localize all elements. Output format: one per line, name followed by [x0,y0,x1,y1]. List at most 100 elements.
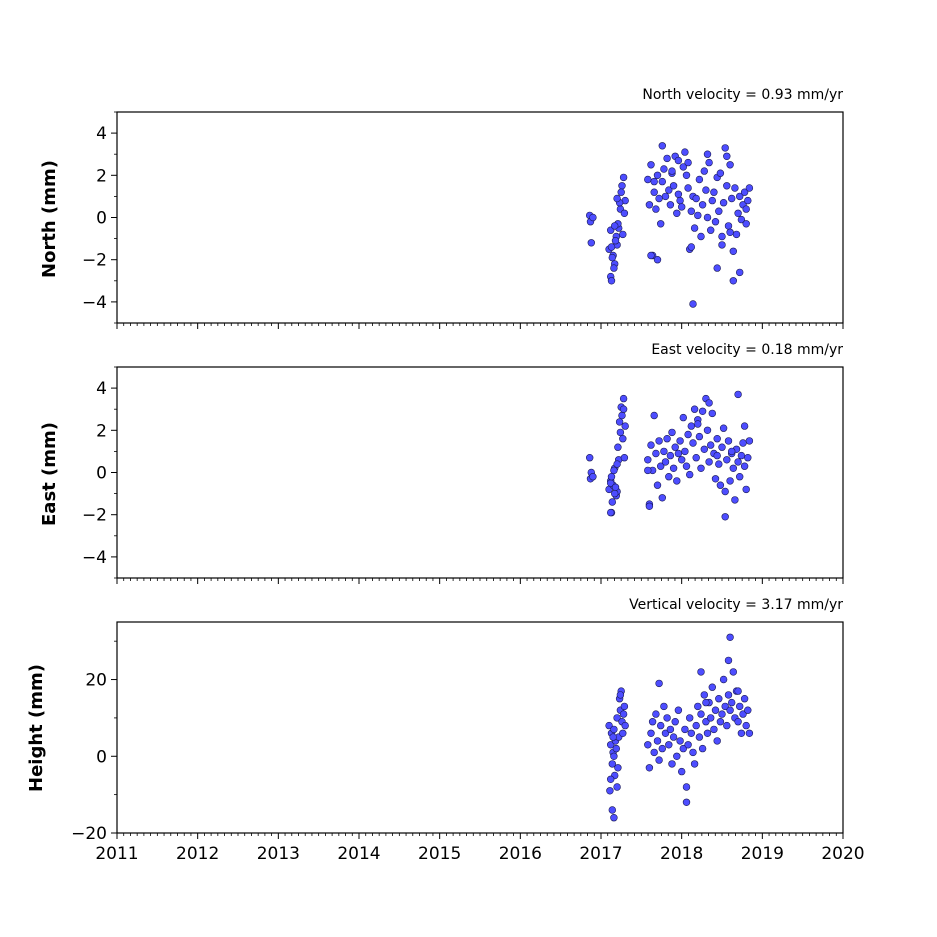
north-data-point [656,220,665,228]
north-data-point [735,268,744,277]
height-data-point [681,725,689,734]
east-data-point [706,441,715,449]
north-data-point [705,158,713,167]
north-data-point [668,167,676,175]
east-y-ticks: −4 −2 0 2 4 [82,366,117,579]
north-data-point [723,182,731,190]
east-data-point [673,477,681,485]
east-data-point [698,407,707,415]
height-data-point [668,760,676,768]
height-x-tick-label: 2016 [499,844,542,864]
east-data-point [734,458,742,466]
north-y-tick-label: 4 [96,124,107,144]
east-data-point [660,447,668,456]
east-data-point [697,464,705,472]
east-data-point [711,475,720,483]
height-data-point [653,737,662,745]
height-x-tick-label: 2020 [821,844,864,864]
height-data-point [715,694,723,703]
east-data-point [690,405,699,413]
height-data-point [606,787,614,795]
east-data-point [716,481,725,489]
height-data-point [706,714,715,722]
height-x-tick-label: 2019 [741,844,784,864]
east-y-tick-label: 4 [96,379,107,399]
east-data-point [644,466,652,475]
north-data-point [619,173,628,182]
east-data-point [619,394,628,403]
height-data-point [702,717,710,726]
east-data-point [721,513,729,521]
east-data-point [661,458,670,466]
north-data-point [710,188,718,196]
north-data-point [684,184,692,192]
east-data-point [740,422,749,430]
east-data-point [585,454,594,462]
north-data-point [718,241,726,249]
north-data-point [673,209,681,218]
height-y-axis-label: Height (mm) [26,664,47,792]
north-data-point [650,188,658,196]
north-data-point [737,215,746,224]
height-data-point [685,714,694,722]
height-data-point [721,702,729,711]
height-data-point [645,764,654,772]
height-data-point [658,744,666,753]
east-data-point [650,411,658,420]
east-data-point [589,473,597,481]
east-data-point [713,451,721,460]
east-data-point [610,466,618,475]
east-data-point [615,418,624,426]
north-data-point [674,190,683,199]
height-data-point [610,752,618,760]
east-data-point [708,409,716,418]
north-data-point [726,161,734,169]
north-data-point [700,167,708,175]
east-data-point [682,462,691,470]
north-data-point [610,222,619,230]
east-data-point [606,508,615,517]
east-data-point [687,422,695,430]
height-data-point [606,775,615,783]
height-data-point [713,737,721,745]
height-data-point [695,733,704,741]
north-data-point [607,243,616,251]
height-data-point [605,721,613,730]
east-data-point [715,460,723,468]
east-data-point [665,473,673,481]
east-data-point [684,430,692,439]
height-y-tick-label: 20 [85,671,107,691]
north-data-point [587,239,595,247]
height-data-point [613,714,621,722]
north-data-point [679,163,687,171]
height-data-point [661,729,670,737]
north-data-point [729,247,737,256]
east-points [585,390,754,521]
north-data-point [652,205,660,213]
north-data-point [702,186,710,194]
north-data-point [731,184,739,192]
east-data-point [614,443,622,451]
height-data-point [687,729,695,737]
north-data-point [687,207,695,215]
north-data-point [677,203,686,211]
height-data-point [673,752,681,760]
height-data-point [614,764,622,772]
north-data-point [687,243,695,251]
height-data-point [608,760,616,768]
east-y-axis-label: East (mm) [39,422,60,526]
east-data-point [619,435,627,443]
north-data-point [711,218,720,226]
north-data-point [674,156,683,165]
height-data-point [710,725,718,734]
height-data-point [716,717,725,726]
north-data-point [703,213,712,222]
north-data-point [734,209,742,218]
north-data-point [682,171,691,180]
east-data-point [679,413,687,422]
east-data-point [685,470,694,479]
north-y-tick-label: 0 [96,209,107,229]
east-data-point [729,464,737,472]
north-data-point [721,144,729,152]
